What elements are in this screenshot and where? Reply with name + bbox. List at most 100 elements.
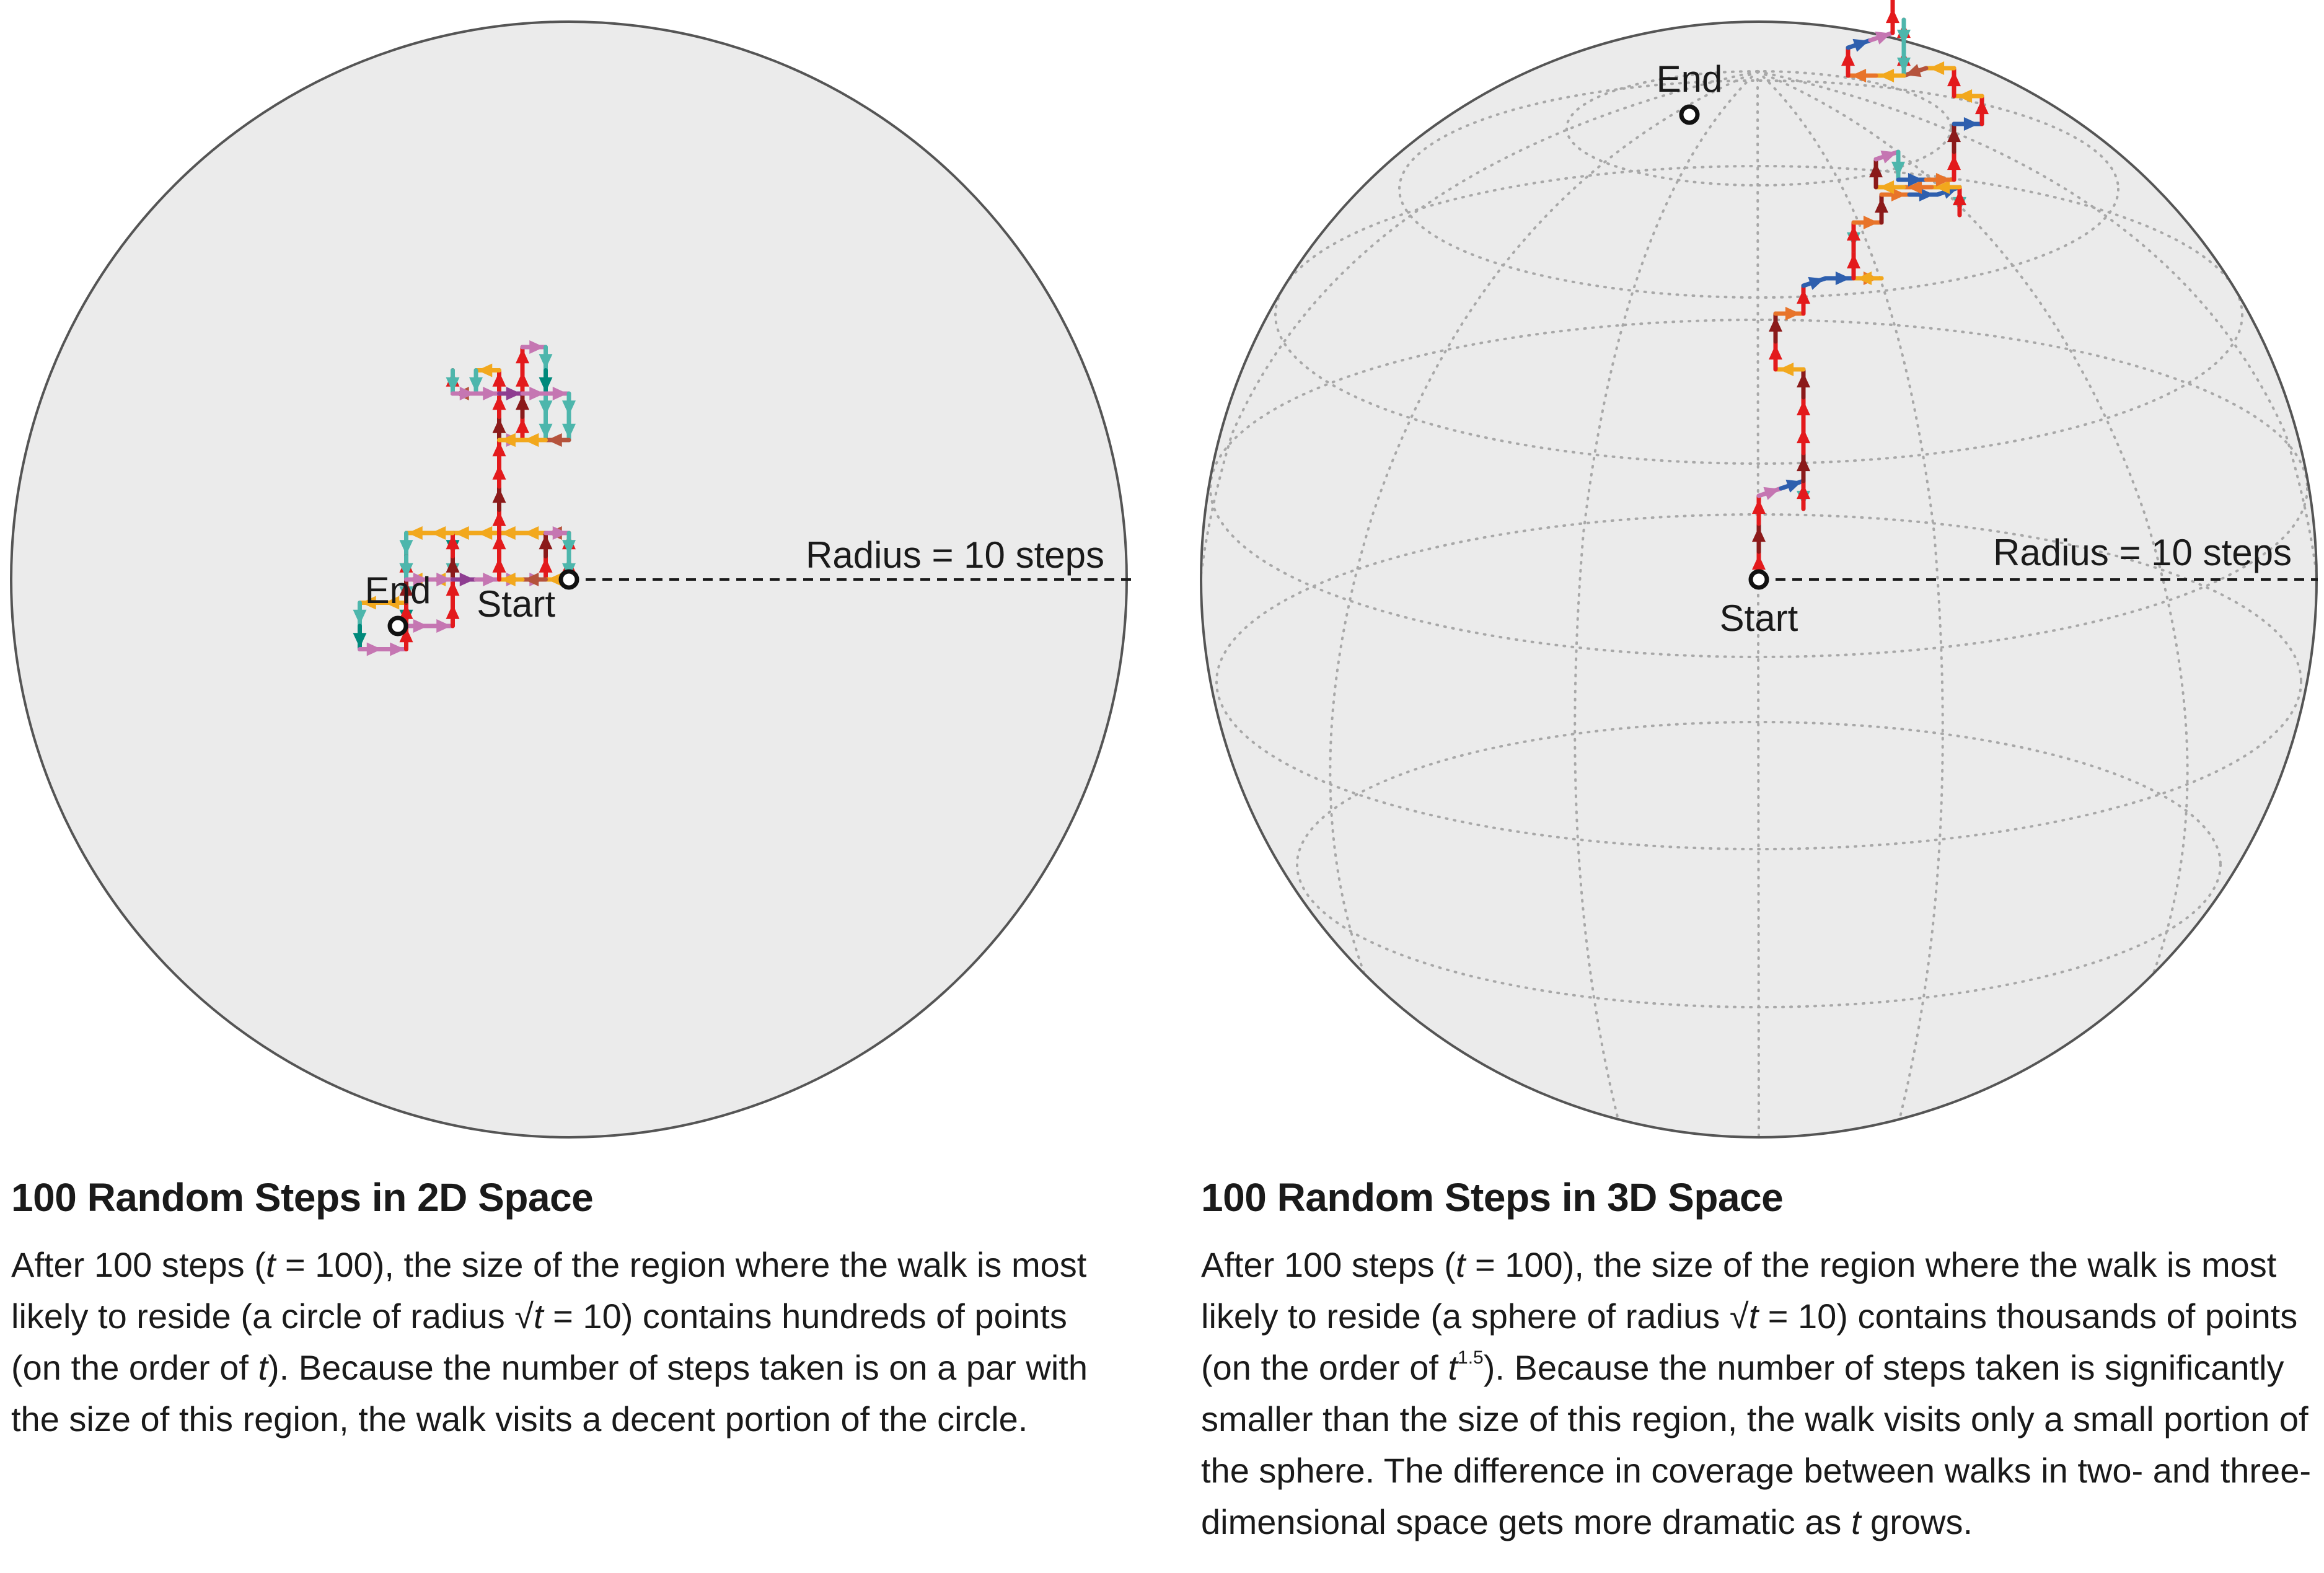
random-walk-figure: Radius = 10 steps Start End Radius = 10 …: [10, 0, 2318, 1139]
walk-step: [492, 531, 506, 558]
walk-step: [520, 387, 548, 400]
walk-step: [1897, 17, 1911, 50]
walk-step: [1947, 66, 1961, 99]
walk-step: [562, 415, 576, 443]
caption-2d-body: After 100 steps (t = 100), the size of t…: [11, 1245, 1088, 1439]
walk-step: [1797, 395, 1810, 428]
walk-step: [1823, 271, 1856, 285]
walk-step: [1797, 283, 1810, 316]
walk-step: [427, 573, 455, 586]
walk-step: [404, 573, 432, 586]
walk-step: [1952, 89, 1984, 103]
caption-3d-title: 100 Random Steps in 3D Space: [1201, 1175, 1784, 1220]
walk-step: [446, 554, 460, 582]
walk-step: [404, 526, 432, 540]
walk-step: [1769, 339, 1782, 372]
walk-step: [1929, 180, 1962, 194]
walk-step: [399, 577, 413, 605]
walk-step: [1773, 363, 1806, 376]
walk-step: [446, 368, 460, 396]
latitude-ring: [1274, 165, 2243, 465]
walk-step: [1947, 121, 1961, 154]
disk-2d: Radius = 10 steps Start End: [10, 20, 1131, 1139]
walk-step: [492, 554, 506, 582]
walk-step: [516, 345, 529, 372]
walk-step: [473, 387, 501, 400]
walk-step: [539, 415, 553, 443]
walk-step: [1901, 180, 1934, 194]
walk-step: [1886, 2, 1899, 35]
walk-step: [492, 484, 506, 512]
walk-step: [562, 531, 576, 558]
walk-step: [1953, 185, 1966, 218]
walk-step: [1924, 61, 1956, 75]
walk-step: [1897, 45, 1911, 78]
walk-step: [446, 577, 460, 605]
walk-step: [1891, 149, 1905, 182]
meridian: [1756, 70, 1760, 1136]
caption-3d-body: After 100 steps (t = 100), the size of t…: [1201, 1245, 2311, 1541]
walk-step: [544, 526, 571, 540]
walk-step: [516, 368, 529, 396]
walk-step: [497, 573, 525, 586]
walk-step: [427, 619, 455, 633]
walk-step: [1975, 94, 1989, 126]
end-marker-3d: [1679, 104, 1700, 125]
walk-step: [451, 387, 478, 400]
walk-step: [520, 433, 548, 447]
walk-step: [562, 391, 576, 419]
walk-step: [1752, 493, 1766, 526]
walk-step: [544, 387, 571, 400]
walk-step: [1756, 486, 1784, 500]
start-label-3d: Start: [1720, 597, 1798, 639]
walk-step: [1779, 478, 1806, 493]
walk-step: [520, 340, 548, 354]
walk-step: [497, 387, 525, 400]
walk-step: [1952, 117, 1984, 131]
walk-step: [1801, 276, 1828, 290]
walk-step: [544, 433, 571, 447]
walk-step: [1847, 220, 1860, 253]
walk-step: [1797, 478, 1810, 511]
walk-step: [473, 573, 501, 586]
walk-step: [399, 554, 413, 582]
radius-label-3d: Radius = 10 steps: [1993, 532, 2292, 573]
walk-step: [497, 433, 525, 447]
start-label-2d: Start: [477, 583, 555, 625]
walk-step: [497, 526, 525, 540]
walk-step: [1869, 157, 1883, 190]
walk-step: [353, 623, 367, 651]
walk-step: [516, 415, 529, 443]
walk-step: [1797, 451, 1810, 483]
walk-step: [520, 573, 548, 586]
start-marker-3d: [1748, 569, 1769, 590]
walk-step: [516, 391, 529, 419]
walk-step: [1851, 216, 1884, 229]
walk-step: [404, 619, 432, 633]
walk-step: [1873, 149, 1901, 164]
walk-step: [539, 368, 553, 396]
walk-step: [473, 363, 501, 377]
walk-step: [381, 596, 408, 610]
walk-step: [1875, 192, 1888, 225]
walk-2d-path: [353, 340, 576, 656]
end-label-3d: End: [1657, 58, 1723, 100]
walk-step: [473, 526, 501, 540]
walk-step: [427, 526, 455, 540]
walk-step: [446, 531, 460, 558]
walk-step: [1896, 173, 1929, 187]
walk-step: [1947, 149, 1961, 182]
caption-2d-title: 100 Random Steps in 2D Space: [11, 1175, 594, 1220]
walk-step: [446, 601, 460, 628]
meridian: [1756, 70, 2189, 1049]
end-label-2d: End: [365, 570, 431, 611]
meridian: [1756, 70, 2315, 788]
walk-step: [539, 531, 553, 558]
walk-step: [539, 391, 553, 419]
walk-step: [451, 526, 478, 540]
start-marker-2d: [558, 569, 579, 590]
walk-step: [353, 601, 367, 628]
caption-2d: 100 Random Steps in 2D Space After 100 s…: [11, 1174, 1127, 1445]
walk-step: [358, 596, 385, 610]
walk-step: [1846, 38, 1873, 52]
